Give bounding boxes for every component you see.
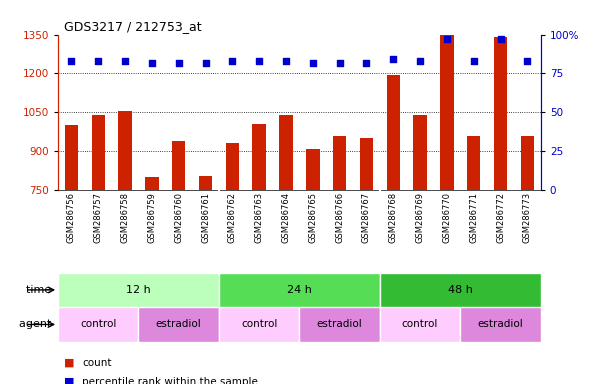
Text: 12 h: 12 h — [126, 285, 151, 295]
Text: control: control — [402, 319, 438, 329]
Point — [281, 58, 291, 64]
Text: count: count — [82, 358, 112, 368]
Text: ■: ■ — [64, 377, 75, 384]
Bar — [306, 149, 320, 190]
Bar — [92, 115, 105, 190]
Point — [522, 58, 532, 64]
Text: GSM286760: GSM286760 — [174, 192, 183, 243]
Text: GSM286763: GSM286763 — [255, 192, 264, 243]
Text: GSM286759: GSM286759 — [147, 192, 156, 243]
Point — [254, 58, 264, 64]
Text: 48 h: 48 h — [448, 285, 473, 295]
Bar — [219, 273, 380, 307]
Point — [227, 58, 237, 64]
Point — [442, 36, 452, 42]
Bar — [467, 136, 480, 190]
Text: GSM286761: GSM286761 — [201, 192, 210, 243]
Point — [174, 60, 183, 66]
Point — [147, 60, 157, 66]
Text: GSM286771: GSM286771 — [469, 192, 478, 243]
Bar — [460, 307, 541, 342]
Bar — [299, 307, 380, 342]
Point — [308, 60, 318, 66]
Bar — [225, 144, 239, 190]
Text: estradiol: estradiol — [316, 319, 362, 329]
Text: GSM286757: GSM286757 — [93, 192, 103, 243]
Text: time: time — [26, 285, 55, 295]
Bar — [65, 125, 78, 190]
Text: GSM286768: GSM286768 — [389, 192, 398, 243]
Bar — [440, 35, 453, 190]
Bar — [279, 115, 293, 190]
Text: GSM286764: GSM286764 — [282, 192, 290, 243]
Text: control: control — [241, 319, 277, 329]
Text: control: control — [80, 319, 117, 329]
Text: percentile rank within the sample: percentile rank within the sample — [82, 377, 258, 384]
Bar — [145, 177, 159, 190]
Bar — [387, 75, 400, 190]
Text: 24 h: 24 h — [287, 285, 312, 295]
Bar — [119, 111, 132, 190]
Text: GSM286766: GSM286766 — [335, 192, 344, 243]
Point — [120, 58, 130, 64]
Text: GSM286769: GSM286769 — [415, 192, 425, 243]
Text: GSM286762: GSM286762 — [228, 192, 237, 243]
Bar — [414, 115, 426, 190]
Text: agent: agent — [19, 319, 55, 329]
Bar — [219, 307, 299, 342]
Text: GSM286758: GSM286758 — [120, 192, 130, 243]
Bar — [252, 124, 266, 190]
Bar — [199, 176, 212, 190]
Point — [93, 58, 103, 64]
Bar — [360, 138, 373, 190]
Point — [415, 58, 425, 64]
Text: estradiol: estradiol — [156, 319, 202, 329]
Point — [496, 36, 505, 42]
Bar — [139, 307, 219, 342]
Point — [200, 60, 210, 66]
Bar — [380, 273, 541, 307]
Point — [335, 60, 345, 66]
Point — [362, 60, 371, 66]
Bar — [58, 273, 219, 307]
Bar — [333, 136, 346, 190]
Text: GDS3217 / 212753_at: GDS3217 / 212753_at — [64, 20, 202, 33]
Bar — [380, 307, 460, 342]
Bar — [494, 37, 507, 190]
Bar — [521, 136, 534, 190]
Point — [389, 56, 398, 63]
Text: GSM286770: GSM286770 — [442, 192, 452, 243]
Text: estradiol: estradiol — [478, 319, 524, 329]
Text: GSM286756: GSM286756 — [67, 192, 76, 243]
Text: ■: ■ — [64, 358, 75, 368]
Point — [469, 58, 478, 64]
Point — [67, 58, 76, 64]
Bar — [172, 141, 185, 190]
Text: GSM286772: GSM286772 — [496, 192, 505, 243]
Text: GSM286767: GSM286767 — [362, 192, 371, 243]
Bar — [58, 307, 139, 342]
Text: GSM286773: GSM286773 — [523, 192, 532, 243]
Text: GSM286765: GSM286765 — [309, 192, 317, 243]
